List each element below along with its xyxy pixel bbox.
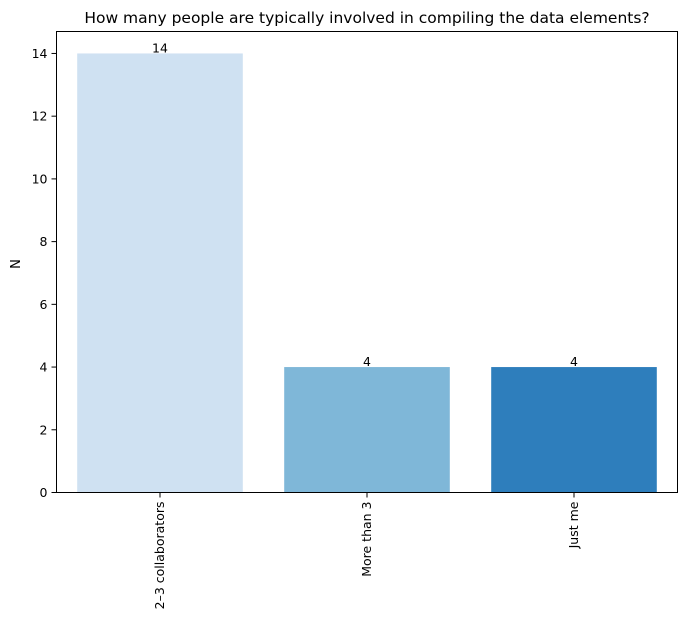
y-tick-label: 2: [40, 422, 48, 437]
y-tick-label: 8: [40, 234, 48, 249]
x-axis: 2–3 collaborators More than 3 Just me: [152, 492, 581, 610]
data-label: 4: [570, 354, 578, 369]
data-labels-layer: 14 4 4: [152, 40, 578, 369]
bars-layer: [77, 53, 657, 493]
bar: [77, 53, 243, 493]
bar: [284, 367, 450, 493]
y-tick-label: 12: [32, 109, 48, 124]
y-tick-label: 6: [40, 297, 48, 312]
data-label: 14: [152, 40, 168, 55]
y-tick-label: 0: [40, 485, 48, 500]
y-axis: 0 2 4 6 8 10 12 14: [32, 46, 57, 500]
data-label: 4: [363, 354, 371, 369]
plot-frame: [56, 31, 678, 493]
x-tick-label: Just me: [566, 501, 581, 549]
y-axis-label: N: [9, 259, 24, 269]
x-tick-label: 2–3 collaborators: [152, 502, 167, 610]
y-tick-label: 10: [32, 171, 48, 186]
y-tick-label: 14: [32, 46, 48, 61]
x-tick-label: More than 3: [359, 502, 374, 577]
chart-title: How many people are typically involved i…: [84, 9, 649, 27]
y-tick-label: 4: [40, 360, 48, 375]
bar: [491, 367, 657, 493]
